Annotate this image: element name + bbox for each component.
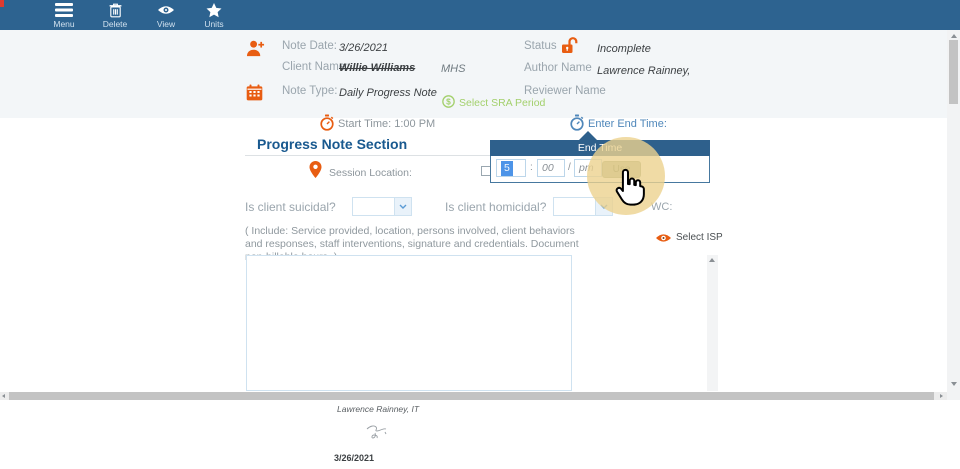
section-divider bbox=[245, 155, 572, 156]
scroll-right-arrow-icon[interactable] bbox=[940, 394, 943, 398]
chevron-down-icon bbox=[394, 198, 411, 215]
signature-scribble bbox=[363, 423, 395, 446]
add-client-icon bbox=[246, 39, 265, 63]
calendar-icon bbox=[246, 84, 263, 106]
delete-label: Delete bbox=[102, 19, 128, 29]
top-toolbar: Menu Delete View bbox=[0, 0, 960, 30]
hand-cursor-icon bbox=[612, 167, 646, 216]
homicidal-select-value bbox=[554, 198, 595, 215]
suicidal-label: Is client suicidal? bbox=[245, 200, 336, 214]
popup-pointer bbox=[578, 131, 598, 141]
vertical-scrollbar[interactable] bbox=[947, 30, 960, 400]
svg-text:$: $ bbox=[446, 96, 451, 106]
enter-end-time-link[interactable]: Enter End Time: bbox=[588, 118, 667, 130]
view-button[interactable]: View bbox=[144, 2, 188, 29]
location-pin-icon bbox=[309, 161, 322, 183]
menu-icon bbox=[42, 3, 86, 18]
signature-date: 3/26/2021 bbox=[334, 453, 375, 463]
status-value: Incomplete bbox=[597, 43, 651, 55]
client-name-label: Client Name: bbox=[282, 61, 349, 73]
homicidal-label: Is client homicidal? bbox=[445, 200, 547, 214]
program-code: MHS bbox=[441, 63, 466, 75]
wc-label: WC: bbox=[651, 201, 673, 213]
trash-icon bbox=[93, 3, 137, 18]
note-type-label: Note Type: bbox=[282, 85, 338, 97]
start-time-stopwatch-icon bbox=[319, 114, 335, 136]
client-name-value[interactable]: Willie Williams bbox=[339, 62, 416, 74]
scroll-down-arrow-icon[interactable] bbox=[950, 382, 957, 386]
session-location-label: Session Location: bbox=[329, 167, 412, 179]
author-name-value: Lawrence Rainney, bbox=[597, 65, 691, 77]
scroll-left-arrow-icon[interactable] bbox=[2, 394, 5, 398]
slash-separator: / bbox=[568, 162, 571, 173]
hour-input[interactable]: 5 bbox=[496, 159, 526, 177]
view-label: View bbox=[156, 19, 176, 29]
suicidal-select[interactable] bbox=[352, 197, 412, 216]
select-isp-link[interactable]: Select ISP bbox=[676, 232, 723, 243]
suicidal-select-value bbox=[353, 198, 394, 215]
select-sra-period-link[interactable]: Select SRA Period bbox=[459, 97, 546, 109]
horizontal-scrollbar[interactable] bbox=[0, 392, 947, 400]
note-type-value[interactable]: Daily Progress Note bbox=[339, 87, 437, 99]
colon-separator: : bbox=[530, 162, 533, 173]
inner-vertical-scrollbar[interactable] bbox=[707, 255, 718, 391]
star-icon bbox=[192, 3, 236, 18]
sra-dollar-icon: $ bbox=[442, 95, 455, 113]
unlock-icon bbox=[561, 36, 578, 60]
eye-icon bbox=[144, 3, 188, 18]
minute-input[interactable]: 00 bbox=[537, 159, 565, 177]
units-button[interactable]: Units bbox=[192, 2, 236, 29]
note-date-value[interactable]: 3/26/2021 bbox=[339, 42, 388, 54]
vertical-scrollbar-thumb[interactable] bbox=[949, 40, 958, 104]
menu-button[interactable]: Menu bbox=[42, 2, 86, 29]
units-label: Units bbox=[204, 19, 224, 29]
isp-eye-icon bbox=[655, 231, 672, 249]
note-text-area[interactable] bbox=[246, 255, 572, 391]
section-title: Progress Note Section bbox=[257, 136, 408, 152]
hour-selected-text: 5 bbox=[501, 161, 513, 176]
scroll-up-arrow-icon[interactable] bbox=[950, 34, 957, 38]
note-header-panel bbox=[0, 30, 947, 118]
recording-indicator bbox=[0, 0, 4, 7]
menu-label: Menu bbox=[53, 19, 75, 29]
reviewer-name-label: Reviewer Name bbox=[524, 85, 606, 97]
end-time-stopwatch-icon bbox=[569, 114, 585, 136]
start-time-text: Start Time: 1:00 PM bbox=[338, 118, 436, 130]
horizontal-scrollbar-thumb[interactable] bbox=[9, 392, 934, 400]
author-name-label: Author Name bbox=[524, 62, 592, 74]
scroll-up-arrow-icon[interactable] bbox=[709, 258, 715, 262]
author-signature-text: Lawrence Rainney, IT bbox=[337, 404, 420, 414]
note-instructions: ( Include: Service provided, location, p… bbox=[245, 225, 579, 263]
delete-button[interactable]: Delete bbox=[93, 2, 137, 29]
note-date-label: Note Date: bbox=[282, 40, 337, 52]
status-label: Status bbox=[524, 40, 557, 52]
